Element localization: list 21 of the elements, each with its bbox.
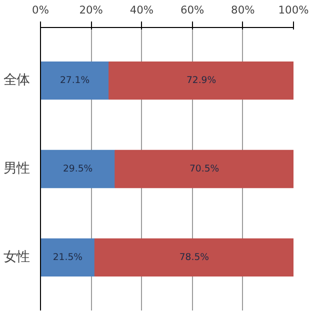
x-tick-label: 60% [180,4,204,16]
x-tick-label: 80% [231,4,255,16]
data-label: 21.5% [52,252,83,263]
data-label: 72.9% [186,75,216,86]
bar [94,238,294,277]
y-tick-label: 女性 [4,250,30,265]
y-tick-label: 全体 [4,73,30,88]
x-tick-label: 20% [79,4,103,16]
data-label: 70.5% [190,164,220,174]
bar [114,150,294,188]
y-tick-label: 男性 [4,162,30,176]
data-label: 29.5% [63,164,93,174]
x-tick-label: 0% [32,4,49,16]
bar [40,238,96,277]
x-tick-label: 40% [130,4,154,16]
data-label: 27.1% [60,75,90,86]
bar [40,61,110,100]
bar [108,61,294,100]
bar [40,150,116,188]
x-tick-label: 100% [278,4,309,16]
data-label: 78.5% [179,252,210,263]
